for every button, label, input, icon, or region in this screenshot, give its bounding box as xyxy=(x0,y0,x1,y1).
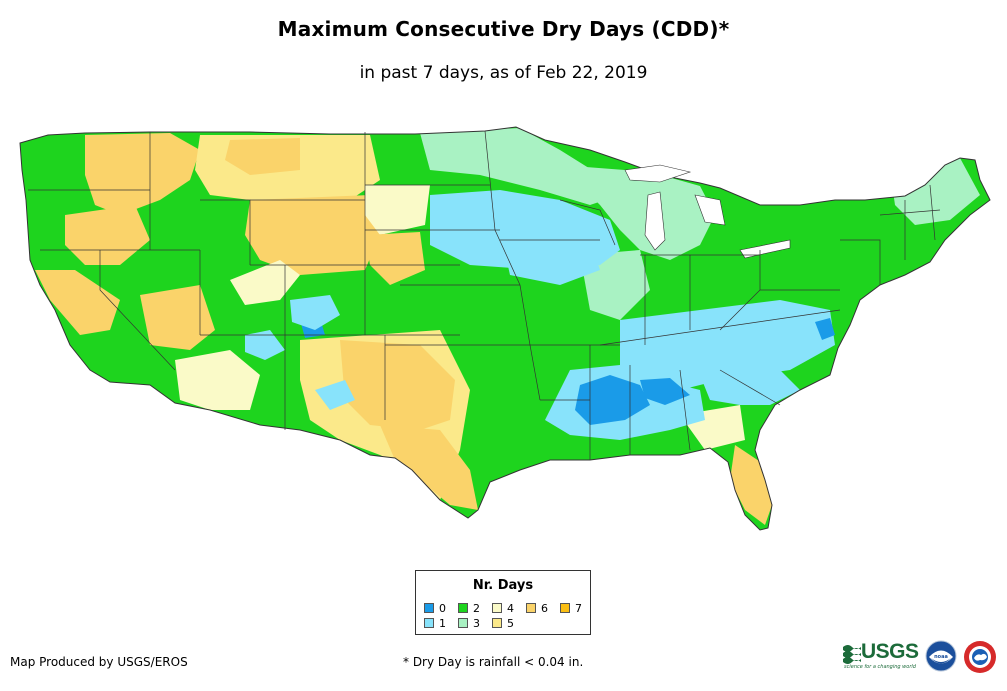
usgs-wave-icon xyxy=(843,645,861,664)
cdd-zone-montana-dry xyxy=(225,138,300,175)
legend-item-2: 2 xyxy=(458,603,480,615)
cdd-zone-iowa-mid xyxy=(500,230,600,285)
legend-label-1: 1 xyxy=(439,617,446,630)
legend-item-3: 3 xyxy=(458,618,480,630)
cdd-zone-rockies-1 xyxy=(245,330,285,360)
legend-label-0: 0 xyxy=(439,602,446,615)
legend-swatch-4 xyxy=(492,603,502,613)
legend-label-2: 2 xyxy=(473,602,480,615)
noaa-logo: noaa xyxy=(925,640,957,672)
legend-item-4: 4 xyxy=(492,603,514,615)
legend-swatch-5 xyxy=(492,618,502,628)
lake-huron xyxy=(694,194,726,226)
legend-swatch-6 xyxy=(526,603,536,613)
border-wi-mn xyxy=(559,199,616,246)
legend-item-1: 1 xyxy=(424,618,446,630)
legend-label-6: 6 xyxy=(541,602,548,615)
legend: Nr. Days 0 1 2 3 4 5 6 7 xyxy=(415,570,591,635)
border-ca-nv xyxy=(99,250,176,371)
legend-swatch-7 xyxy=(560,603,570,613)
cdd-zone-nebraska-west xyxy=(365,232,425,285)
lake-michigan xyxy=(644,191,666,251)
border-mn-ia-mo-ar xyxy=(484,130,541,401)
border-ny-pa xyxy=(840,239,881,285)
cdd-zone-dakotas-west xyxy=(365,185,430,235)
cdd-zone-arizona xyxy=(175,350,260,410)
legend-title: Nr. Days xyxy=(472,578,534,593)
cdd-zone-south-texas xyxy=(380,425,478,510)
cdd-zone-alabama-0 xyxy=(640,378,690,405)
legend-item-0: 0 xyxy=(424,603,446,615)
nws-logo xyxy=(964,641,996,673)
legend-swatch-3 xyxy=(458,618,468,628)
cdd-zone-new-mexico xyxy=(340,340,455,430)
noaa-text: noaa xyxy=(934,654,948,660)
cdd-zone-chesapeake-0 xyxy=(815,318,835,340)
lake-superior xyxy=(624,164,692,183)
border-new-england xyxy=(879,209,941,216)
border-al-ga xyxy=(679,369,691,451)
cdd-zone-nevada xyxy=(140,285,215,350)
cdd-zone-great-lakes xyxy=(560,165,715,260)
cdd-zone-north-rockies xyxy=(85,133,200,215)
legend-swatch-0 xyxy=(424,603,434,613)
border-ga-sc xyxy=(719,369,781,406)
dry-day-footnote: * Dry Day is rainfall < 0.04 in. xyxy=(403,655,584,669)
cdd-zone-wyoming xyxy=(245,195,380,275)
border-wv xyxy=(719,289,761,331)
cdd-zone-rockies-2 xyxy=(290,295,340,330)
state-borders xyxy=(28,130,941,460)
map-credit: Map Produced by USGS/EROS xyxy=(10,655,188,669)
legend-swatch-1 xyxy=(424,618,434,628)
border-tn-nc xyxy=(599,309,841,346)
usgs-tagline: science for a changing world xyxy=(844,664,916,670)
cdd-zone-utah xyxy=(230,260,300,305)
cdd-zone-california xyxy=(35,270,120,335)
legend-label-5: 5 xyxy=(507,617,514,630)
usgs-logo: USGS science for a changing world xyxy=(843,640,921,670)
legend-item-6: 6 xyxy=(526,603,548,615)
cdd-zone-florida xyxy=(730,445,772,525)
map-title: Maximum Consecutive Dry Days (CDD)* xyxy=(277,17,730,41)
cdd-fill-layer xyxy=(20,127,990,530)
legend-item-7: 7 xyxy=(560,603,582,615)
cdd-zone-minnesota xyxy=(420,128,620,205)
legend-swatch-2 xyxy=(458,603,468,613)
legend-item-5: 5 xyxy=(492,618,514,630)
map-subtitle: in past 7 days, as of Feb 22, 2019 xyxy=(359,63,648,83)
cdd-zone-rockies-3 xyxy=(315,380,355,410)
us-cdd-map xyxy=(19,126,991,531)
cdd-zone-mississippi-0 xyxy=(575,375,650,425)
usgs-wordmark: USGS xyxy=(861,640,919,663)
border-nh-me xyxy=(929,184,936,241)
legend-label-4: 4 xyxy=(507,602,514,615)
legend-label-7: 7 xyxy=(575,602,582,615)
legend-label-3: 3 xyxy=(473,617,480,630)
